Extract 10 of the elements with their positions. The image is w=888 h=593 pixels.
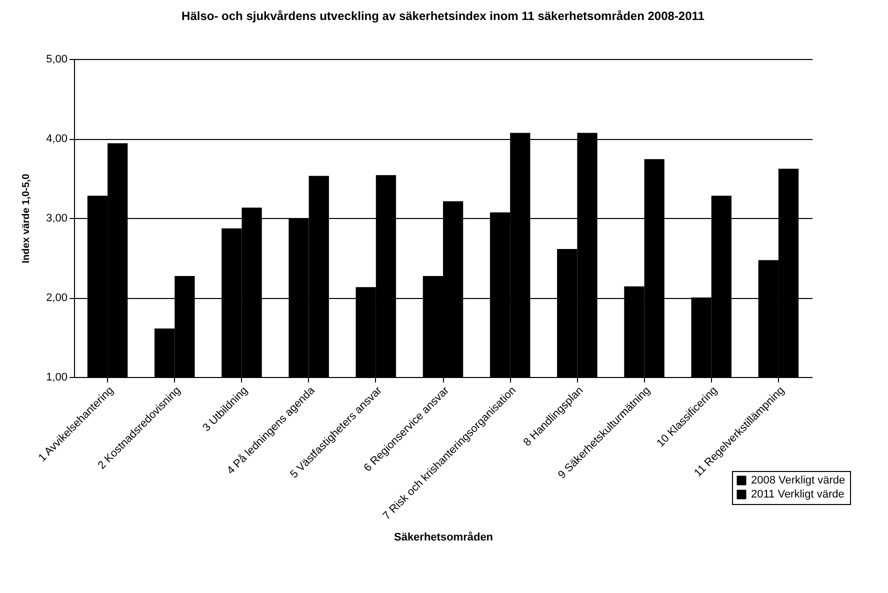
y-tick-label: 3,00	[46, 212, 68, 224]
y-tick-label: 4,00	[46, 133, 68, 145]
y-axis-title: Index värde 1,0-5,0	[21, 173, 32, 264]
x-axis-title: Säkerhetsområden	[394, 530, 494, 544]
y-tick-label: 5,00	[46, 54, 68, 66]
legend-label: 2008 Verkligt värde	[751, 474, 846, 486]
chart-title: Hälso- och sjukvårdens utveckling av säkerhetsindex inom 11 säkerhetsområden 2008-2011	[182, 9, 705, 23]
y-tick-label: 1,00	[46, 372, 68, 384]
y-tick-label: 2,00	[46, 292, 68, 304]
legend-label: 2011 Verkligt värde	[751, 488, 844, 500]
